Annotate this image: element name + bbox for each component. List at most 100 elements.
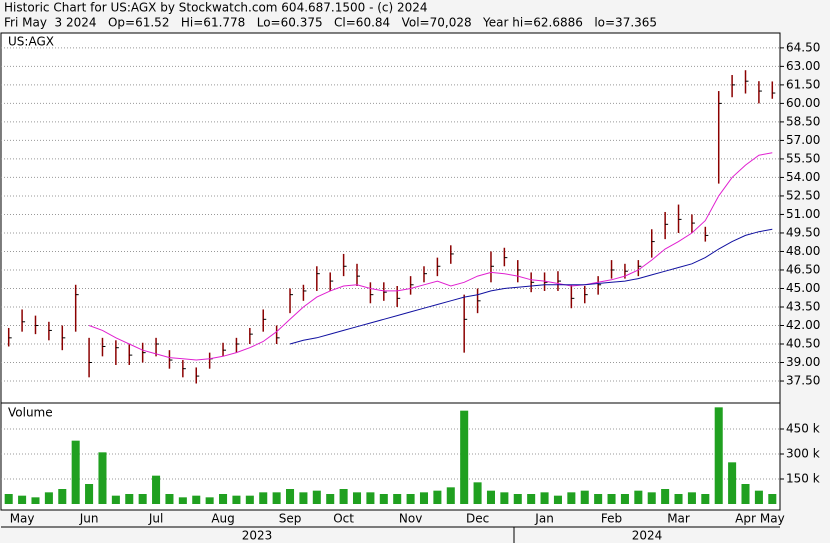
chart-subtitle: Fri May 3 2024 Op=61.52 Hi=61.778 Lo=60.… bbox=[4, 16, 657, 30]
volume-bar bbox=[567, 492, 576, 504]
volume-bar bbox=[419, 492, 429, 504]
volume-title: Volume bbox=[8, 406, 53, 420]
volume-bar bbox=[165, 494, 174, 504]
x-tick-label: Jul bbox=[148, 512, 163, 526]
y-tick-label: 39.00 bbox=[786, 355, 820, 369]
volume-bar bbox=[286, 489, 295, 504]
symbol-label: US:AGX bbox=[8, 35, 54, 49]
x-tick-label: Dec bbox=[466, 512, 489, 526]
volume-bar bbox=[272, 492, 281, 504]
volume-bar bbox=[299, 492, 308, 504]
x-tick-label: Nov bbox=[399, 512, 422, 526]
volume-bar bbox=[594, 494, 603, 504]
volume-bar bbox=[192, 495, 201, 504]
year-label: 2023 bbox=[242, 529, 273, 543]
y-tick-label: 58.50 bbox=[786, 114, 820, 128]
x-tick-label: Jan bbox=[534, 512, 554, 526]
y-tick-label: 150 k bbox=[786, 472, 820, 486]
volume-bar bbox=[768, 494, 777, 504]
volume-bar bbox=[379, 494, 388, 504]
volume-bar bbox=[674, 494, 683, 504]
y-tick-label: 46.50 bbox=[786, 262, 820, 276]
volume-bar bbox=[4, 494, 13, 504]
x-tick-label: May bbox=[10, 512, 35, 526]
y-tick-label: 61.50 bbox=[786, 77, 820, 91]
volume-bar bbox=[152, 475, 161, 504]
volume-bar bbox=[98, 452, 107, 504]
y-tick-label: 57.00 bbox=[786, 133, 820, 147]
volume-bar bbox=[647, 492, 656, 504]
x-tick-label: Sep bbox=[279, 512, 302, 526]
volume-bar bbox=[460, 410, 469, 504]
volume-bar bbox=[486, 490, 495, 504]
moving-average bbox=[88, 152, 773, 361]
volume-bar bbox=[44, 492, 53, 504]
volume-bar bbox=[339, 489, 348, 504]
chart-title: Historic Chart for US:AGX by Stockwatch.… bbox=[4, 1, 428, 15]
volume-bar bbox=[446, 487, 455, 504]
volume-bar bbox=[714, 407, 723, 504]
y-tick-label: 48.00 bbox=[786, 244, 820, 258]
volume-bar bbox=[634, 490, 643, 504]
x-tick-label: Oct bbox=[333, 512, 354, 526]
volume-bar bbox=[58, 489, 67, 504]
volume-bar bbox=[661, 489, 670, 504]
volume-bar bbox=[406, 494, 415, 504]
volume-bar bbox=[31, 497, 40, 504]
volume-bar bbox=[366, 492, 375, 504]
volume-bar bbox=[580, 490, 589, 504]
y-tick-label: 60.00 bbox=[786, 96, 820, 110]
volume-bar bbox=[500, 492, 509, 504]
volume-bar bbox=[85, 484, 94, 504]
volume-bar bbox=[18, 495, 27, 504]
volume-bar bbox=[138, 494, 147, 504]
y-tick-label: 52.50 bbox=[786, 188, 820, 202]
volume-bar bbox=[620, 494, 629, 504]
x-tick-label: Aug bbox=[211, 512, 234, 526]
volume-bar bbox=[527, 494, 536, 504]
plot-frame bbox=[0, 32, 781, 511]
volume-bar bbox=[473, 482, 482, 504]
volume-bar bbox=[245, 495, 254, 504]
volume-bar bbox=[754, 490, 763, 504]
x-tick-label: Jun bbox=[79, 512, 99, 526]
volume-bar bbox=[178, 497, 187, 504]
y-tick-label: 49.50 bbox=[786, 225, 820, 239]
volume-bar bbox=[728, 462, 737, 504]
y-tick-label: 64.50 bbox=[786, 40, 820, 54]
x-tick-label: Feb bbox=[601, 512, 622, 526]
y-tick-label: 63.00 bbox=[786, 59, 820, 73]
y-tick-label: 300 k bbox=[786, 447, 820, 461]
volume-bar bbox=[111, 495, 120, 504]
volume-bar bbox=[433, 490, 442, 504]
x-tick-label: May bbox=[760, 512, 785, 526]
y-tick-label: 40.50 bbox=[786, 337, 820, 351]
y-tick-label: 43.50 bbox=[786, 299, 820, 313]
volume-bar bbox=[513, 494, 522, 504]
volume-bar bbox=[125, 494, 134, 504]
volume-bar bbox=[219, 494, 228, 504]
y-tick-label: 55.50 bbox=[786, 151, 820, 165]
y-tick-label: 37.50 bbox=[786, 374, 820, 388]
volume-bar bbox=[205, 497, 214, 504]
volume-bar bbox=[326, 494, 335, 504]
volume-bar bbox=[553, 495, 562, 504]
volume-bar bbox=[312, 490, 321, 504]
y-tick-label: 54.00 bbox=[786, 170, 820, 184]
y-tick-label: 51.00 bbox=[786, 207, 820, 221]
volume-bar bbox=[393, 494, 402, 504]
x-tick-label: Mar bbox=[667, 512, 690, 526]
volume-bar bbox=[701, 494, 710, 504]
y-tick-label: 450 k bbox=[786, 422, 820, 436]
volume-bar bbox=[232, 495, 241, 504]
x-tick-label: Apr bbox=[735, 512, 756, 526]
y-tick-label: 42.00 bbox=[786, 318, 820, 332]
y-tick-label: 45.00 bbox=[786, 281, 820, 295]
year-label: 2024 bbox=[632, 529, 663, 543]
volume-bar bbox=[71, 440, 80, 504]
volume-bar bbox=[259, 492, 268, 504]
volume-bar bbox=[607, 494, 616, 504]
volume-bar bbox=[687, 492, 696, 504]
